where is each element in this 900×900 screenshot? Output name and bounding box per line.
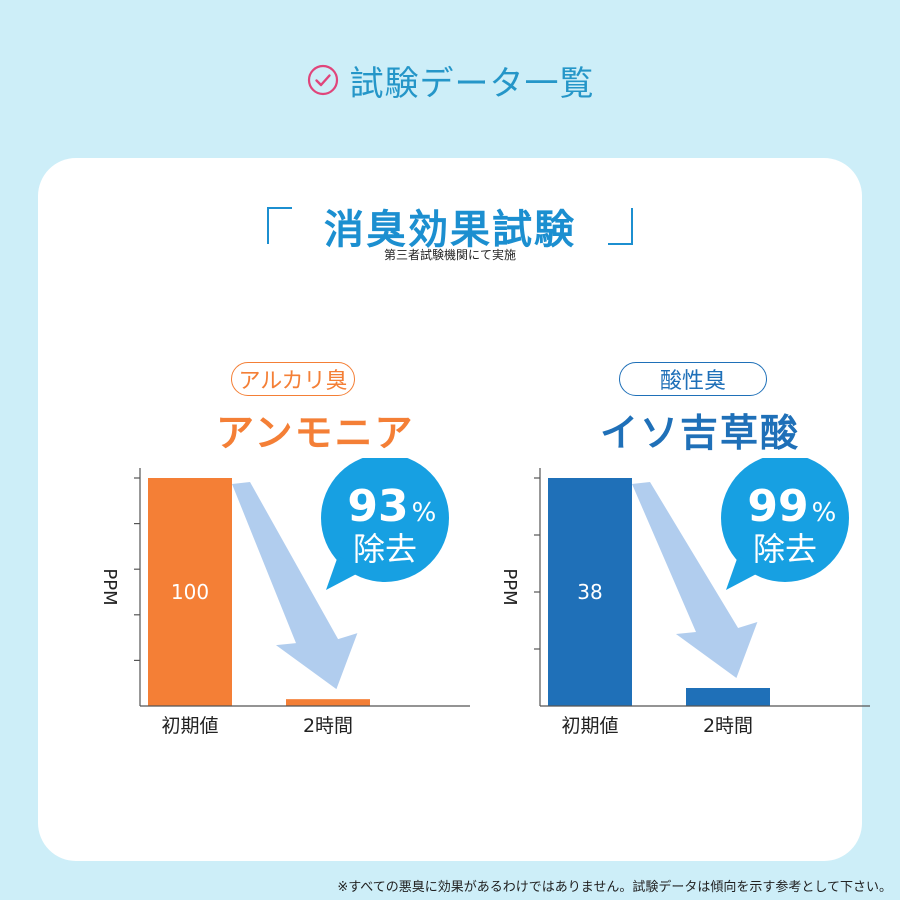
check-circle-icon [307, 64, 338, 96]
category-label: 初期値 [161, 715, 218, 737]
bubble-circle [721, 458, 849, 582]
substance-name: アンモニア [216, 411, 415, 455]
footnote: ※すべての悪臭に効果があるわけではありません。試験データは傾向を示す参考として下… [337, 880, 892, 895]
isovaleric-chart: PPM 38 初期値 2時間 99 %除去 [499, 458, 870, 737]
bubble-tail [326, 556, 364, 590]
bubble-circle [321, 458, 449, 582]
isovaleric-panel: 酸性臭 イソ吉草酸 PPM 38 初期値 2時間 99% 除去 [478, 358, 878, 748]
card-title-row: 消臭効果試験 [38, 196, 862, 256]
page-header: 試験データ一覧 [0, 56, 900, 104]
substance-name: イソ吉草酸 [600, 411, 801, 455]
card-title: 消臭効果試験 [324, 207, 576, 253]
reduction-unit: % [812, 498, 837, 528]
decrease-arrow [232, 482, 358, 690]
odor-type-tag: 酸性臭 [619, 362, 767, 396]
left-bracket-icon [267, 207, 292, 244]
ammonia-chart: PPM 100 初期値 2時間 93 %除去 [99, 458, 470, 737]
ammonia-panel: アルカリ臭 アンモニア PPM 100 初期値 2時間 93% 除去 [78, 358, 478, 748]
bar-after-2h [286, 699, 370, 706]
card-subtitle: 第三者試験機関にて実施 [383, 248, 516, 262]
odor-type-tag: アルカリ臭 [231, 362, 355, 396]
reduction-text: 除去 [753, 530, 817, 568]
bar-after-2h [686, 688, 770, 706]
category-label: 初期値 [561, 715, 618, 737]
bar-value-label: 100 [171, 580, 209, 604]
category-label: 2時間 [703, 715, 753, 737]
right-bracket-icon [608, 208, 633, 245]
y-axis-label: PPM [99, 568, 120, 605]
bubble-tail [726, 556, 764, 590]
bar-value-label: 38 [577, 580, 602, 604]
reduction-unit: % [412, 498, 437, 528]
bar-initial [548, 478, 632, 706]
reduction-percent: 99 [747, 481, 808, 532]
decrease-arrow [632, 482, 758, 678]
bar-initial [148, 478, 232, 706]
reduction-bubble: 99 %除去 [721, 458, 849, 590]
reduction-text: 除去 [353, 530, 417, 568]
reduction-bubble: 93 %除去 [321, 458, 449, 590]
reduction-percent: 93 [347, 481, 408, 532]
test-card: 消臭効果試験 第三者試験機関にて実施 アルカリ臭 アンモニア PPM 100 初期値… [38, 158, 870, 861]
y-axis-label: PPM [499, 568, 520, 605]
category-label: 2時間 [303, 715, 353, 737]
page-title: 試験データ一覧 [349, 63, 595, 104]
